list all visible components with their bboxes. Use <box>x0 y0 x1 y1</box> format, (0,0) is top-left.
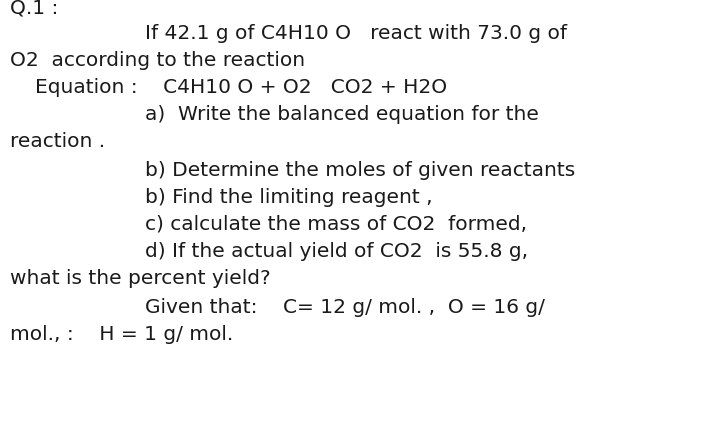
Text: mol., :    H = 1 g/ mol.: mol., : H = 1 g/ mol. <box>10 325 233 344</box>
Text: reaction .: reaction . <box>10 132 105 151</box>
Text: Equation :    C4H10 O + O2   CO2 + H2O: Equation : C4H10 O + O2 CO2 + H2O <box>35 78 447 97</box>
Text: O2  according to the reaction: O2 according to the reaction <box>10 51 305 70</box>
Text: b) Find the limiting reagent ,: b) Find the limiting reagent , <box>145 188 433 207</box>
Text: d) If the actual yield of CO2  is 55.8 g,: d) If the actual yield of CO2 is 55.8 g, <box>145 242 528 261</box>
Text: what is the percent yield?: what is the percent yield? <box>10 269 271 288</box>
Text: a)  Write the balanced equation for the: a) Write the balanced equation for the <box>145 105 539 124</box>
Text: Q.1 :: Q.1 : <box>10 0 58 18</box>
Text: Given that:    C= 12 g/ mol. ,  O = 16 g/: Given that: C= 12 g/ mol. , O = 16 g/ <box>145 298 545 317</box>
Text: c) calculate the mass of CO2  formed,: c) calculate the mass of CO2 formed, <box>145 215 527 234</box>
Text: b) Determine the moles of given reactants: b) Determine the moles of given reactant… <box>145 161 575 180</box>
Text: If 42.1 g of C4H10 O   react with 73.0 g of: If 42.1 g of C4H10 O react with 73.0 g o… <box>145 24 567 43</box>
